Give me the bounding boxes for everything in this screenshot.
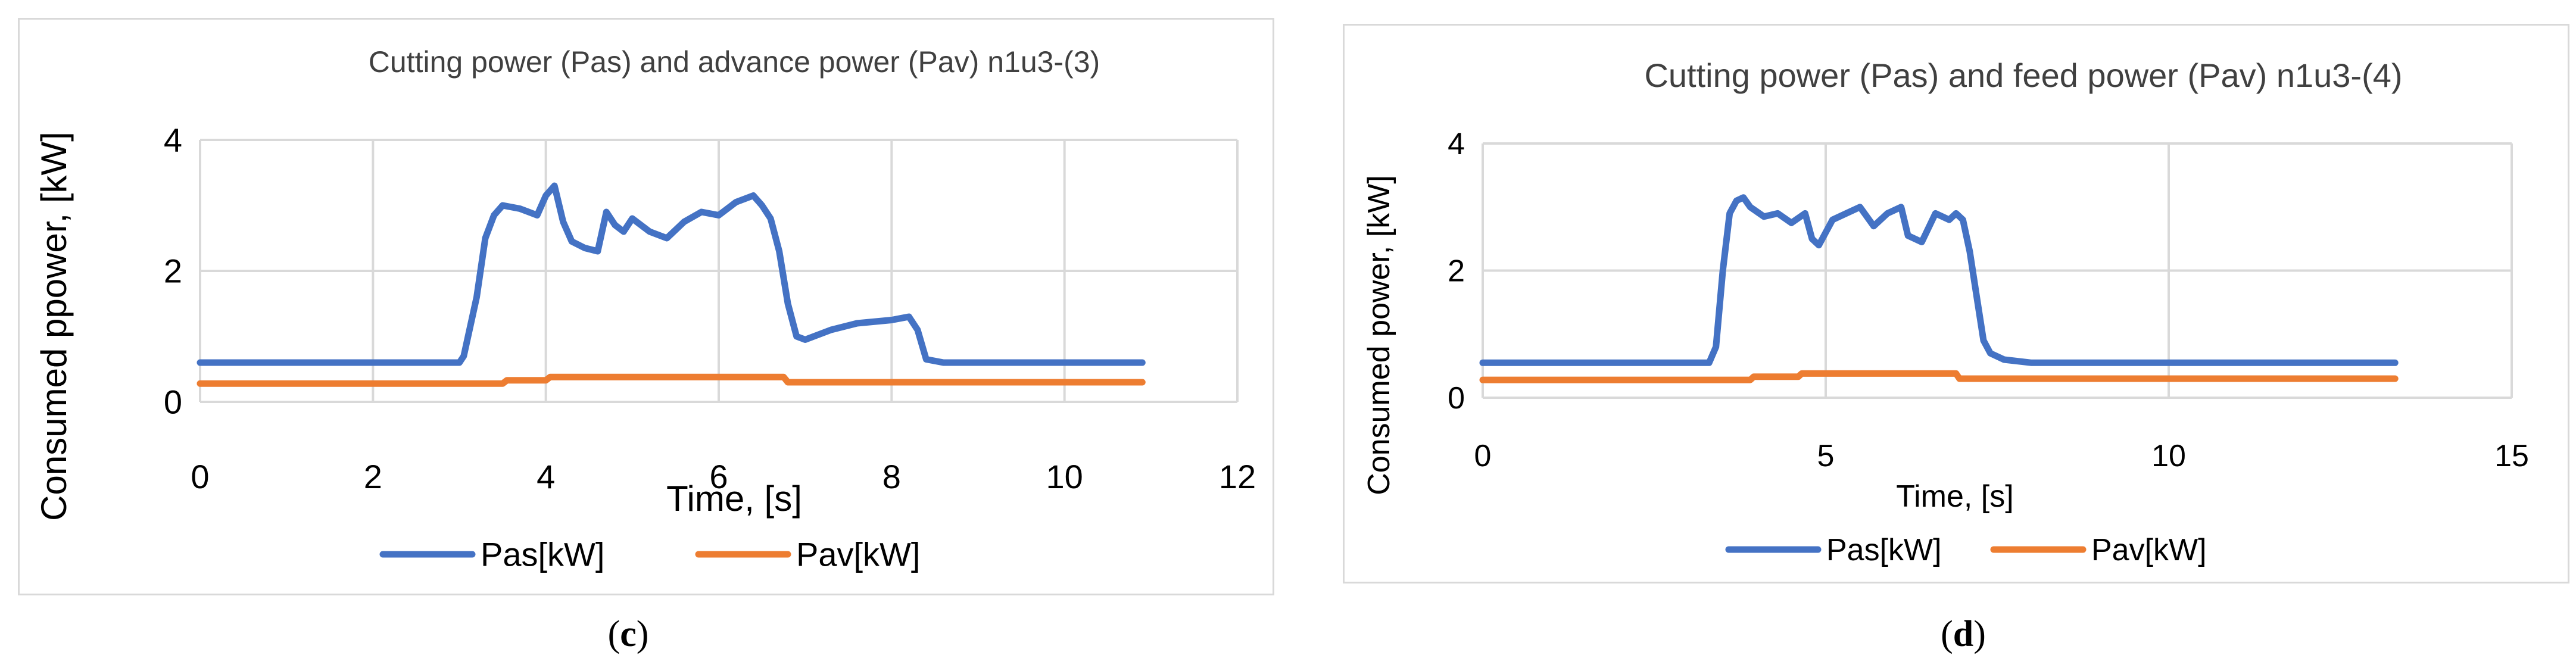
chart-d-xaxis-label: Time, [s] <box>1896 479 2013 514</box>
chart-d-ytick-label-1: 2 <box>1448 254 1465 289</box>
chart-c-xtick-label-6: 12 <box>1219 458 1256 495</box>
chart-c-legend-label-0: Pas[kW] <box>481 536 604 573</box>
chart-c-title: Cutting power (Pas) and advance power (P… <box>369 45 1100 79</box>
chart-c-series-line-1 <box>197 373 1146 387</box>
chart-c-xtick-label-3: 6 <box>709 458 728 495</box>
chart-d-xtick-label-3: 15 <box>2494 439 2529 473</box>
caption-d: (d) <box>1941 614 1986 654</box>
chart-c-series-line-0 <box>197 182 1146 366</box>
chart-c-yaxis-label: Consumed ppower, [kW] <box>34 132 74 521</box>
chart-d-legend-label-0: Pas[kW] <box>1826 533 1942 567</box>
chart-d-series-line-1 <box>1479 370 2399 383</box>
chart-d-xtick-label-1: 5 <box>1817 439 1835 473</box>
chart-d-ytick-label-0: 0 <box>1448 381 1465 416</box>
chart-c-xaxis-label: Time, [s] <box>666 479 802 519</box>
chart-panel-d: Cutting power (Pas) and feed power (Pav)… <box>1343 24 2569 583</box>
chart-panel-c: Cutting power (Pas) and advance power (P… <box>18 18 1274 595</box>
chart-c-xtick-label-1: 2 <box>364 458 382 495</box>
chart-c-ytick-label-0: 0 <box>164 383 182 421</box>
chart-c-legend-label-1: Pav[kW] <box>796 536 920 573</box>
caption-c: (c) <box>607 614 649 654</box>
chart-c-ytick-label-1: 2 <box>164 252 182 290</box>
chart-c-xtick-label-2: 4 <box>537 458 555 495</box>
chart-d-ytick-label-2: 4 <box>1448 127 1465 161</box>
chart-d-xtick-label-2: 10 <box>2151 439 2186 473</box>
chart-d-title: Cutting power (Pas) and feed power (Pav)… <box>1644 57 2402 94</box>
chart-d-xtick-label-0: 0 <box>1474 439 1492 473</box>
chart-c-xtick-label-4: 8 <box>882 458 901 495</box>
chart-d-yaxis-label: Consumed power, [kW] <box>1362 175 1396 495</box>
chart-c-xtick-label-5: 10 <box>1046 458 1083 495</box>
chart-d-svg: Cutting power (Pas) and feed power (Pav)… <box>1362 57 2529 567</box>
chart-c-svg: Cutting power (Pas) and advance power (P… <box>34 45 1256 573</box>
chart-c-ytick-label-2: 4 <box>164 121 182 159</box>
chart-d-legend-label-1: Pav[kW] <box>2091 533 2207 567</box>
chart-c-xtick-label-0: 0 <box>191 458 209 495</box>
chart-d-series-line-0 <box>1479 194 2399 366</box>
